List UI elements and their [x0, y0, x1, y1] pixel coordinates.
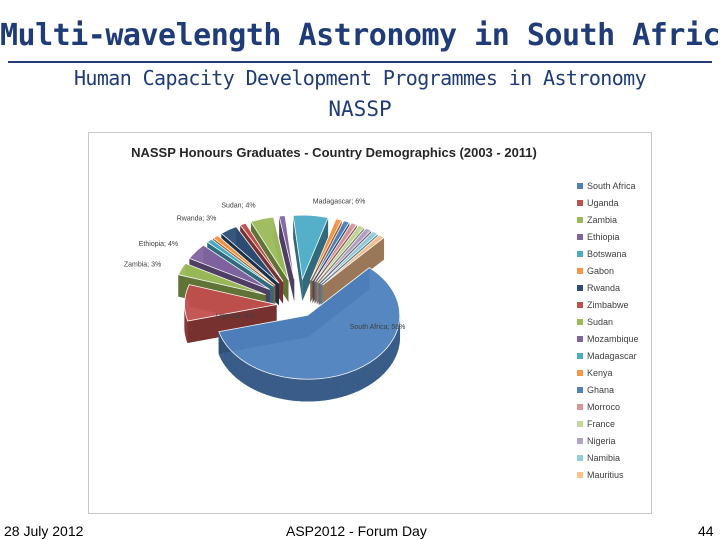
- legend-label-south-africa: South Africa: [587, 181, 636, 191]
- legend-swatch-uganda: [577, 200, 583, 206]
- slice-label-zambia: Zambia; 3%: [124, 262, 161, 269]
- legend-label-mauritius: Mauritius: [587, 470, 624, 480]
- legend-label-ghana: Ghana: [587, 385, 614, 395]
- legend-label-madagascar: Madagascar: [587, 351, 637, 361]
- legend-swatch-gabon: [577, 268, 583, 274]
- slice-label-ethiopia: Ethiopia; 4%: [139, 241, 178, 248]
- slide-title: Multi-wavelength Astronomy in South Afri…: [0, 18, 720, 53]
- legend-swatch-nigeria: [577, 438, 583, 444]
- legend-label-ethiopia: Ethiopia: [587, 232, 620, 242]
- legend-swatch-rwanda: [577, 285, 583, 291]
- chart-frame: NASSP Honours Graduates - Country Demogr…: [88, 132, 652, 514]
- legend-label-mozambique: Mozambique: [587, 334, 639, 344]
- legend-swatch-ethiopia: [577, 234, 583, 240]
- legend-swatch-morroco: [577, 404, 583, 410]
- legend-label-kenya: Kenya: [587, 368, 613, 378]
- slice-label-south-africa: South Africa; 58%: [350, 324, 406, 331]
- footer-event: ASP2012 - Forum Day: [286, 523, 427, 539]
- page-number: 44: [698, 523, 714, 539]
- legend-label-uganda: Uganda: [587, 198, 619, 208]
- legend-swatch-ghana: [577, 387, 583, 393]
- pie-slice-mozambique: [278, 215, 295, 302]
- pie-slice-south-africa: [218, 267, 401, 402]
- legend-swatch-south-africa: [577, 183, 583, 189]
- section-heading: NASSP: [328, 97, 392, 121]
- legend-label-namibia: Namibia: [587, 453, 620, 463]
- legend-label-rwanda: Rwanda: [587, 283, 620, 293]
- slice-label-madagascar: Madagascar; 6%: [313, 198, 366, 205]
- legend-label-france: France: [587, 419, 615, 429]
- legend-label-nigeria: Nigeria: [587, 436, 616, 446]
- slice-label-rwanda: Rwanda; 3%: [177, 215, 217, 222]
- pie-chart: NASSP Honours Graduates - Country Demogr…: [124, 145, 639, 480]
- legend-swatch-kenya: [577, 370, 583, 376]
- legend-label-zimbabwe: Zimbabwe: [587, 300, 629, 310]
- legend-label-morroco: Morroco: [587, 402, 620, 412]
- legend-swatch-botswana: [577, 251, 583, 257]
- pie-slice-mauritius: [322, 234, 385, 308]
- legend-swatch-france: [577, 421, 583, 427]
- slice-label-sudan: Sudan; 4%: [221, 203, 255, 210]
- pie-slice-madagascar: [292, 214, 329, 302]
- legend-swatch-namibia: [577, 455, 583, 461]
- title-divider: [8, 61, 712, 63]
- legend-swatch-mauritius: [577, 472, 583, 478]
- legend-swatch-zambia: [577, 217, 583, 223]
- legend-swatch-sudan: [577, 319, 583, 325]
- footer-date: 28 July 2012: [4, 523, 84, 539]
- slice-label-uganda: Uganda; 9%: [216, 313, 255, 320]
- pie-slice-uganda: [184, 284, 277, 344]
- slide-subtitle: Human Capacity Development Programmes in…: [73, 66, 647, 90]
- legend-swatch-mozambique: [577, 336, 583, 342]
- legend-label-gabon: Gabon: [587, 266, 614, 276]
- legend-label-sudan: Sudan: [587, 317, 613, 327]
- chart-title: NASSP Honours Graduates - Country Demogr…: [131, 145, 537, 160]
- legend-label-zambia: Zambia: [587, 215, 617, 225]
- legend-label-botswana: Botswana: [587, 249, 627, 259]
- legend-swatch-madagascar: [577, 353, 583, 359]
- legend-swatch-zimbabwe: [577, 302, 583, 308]
